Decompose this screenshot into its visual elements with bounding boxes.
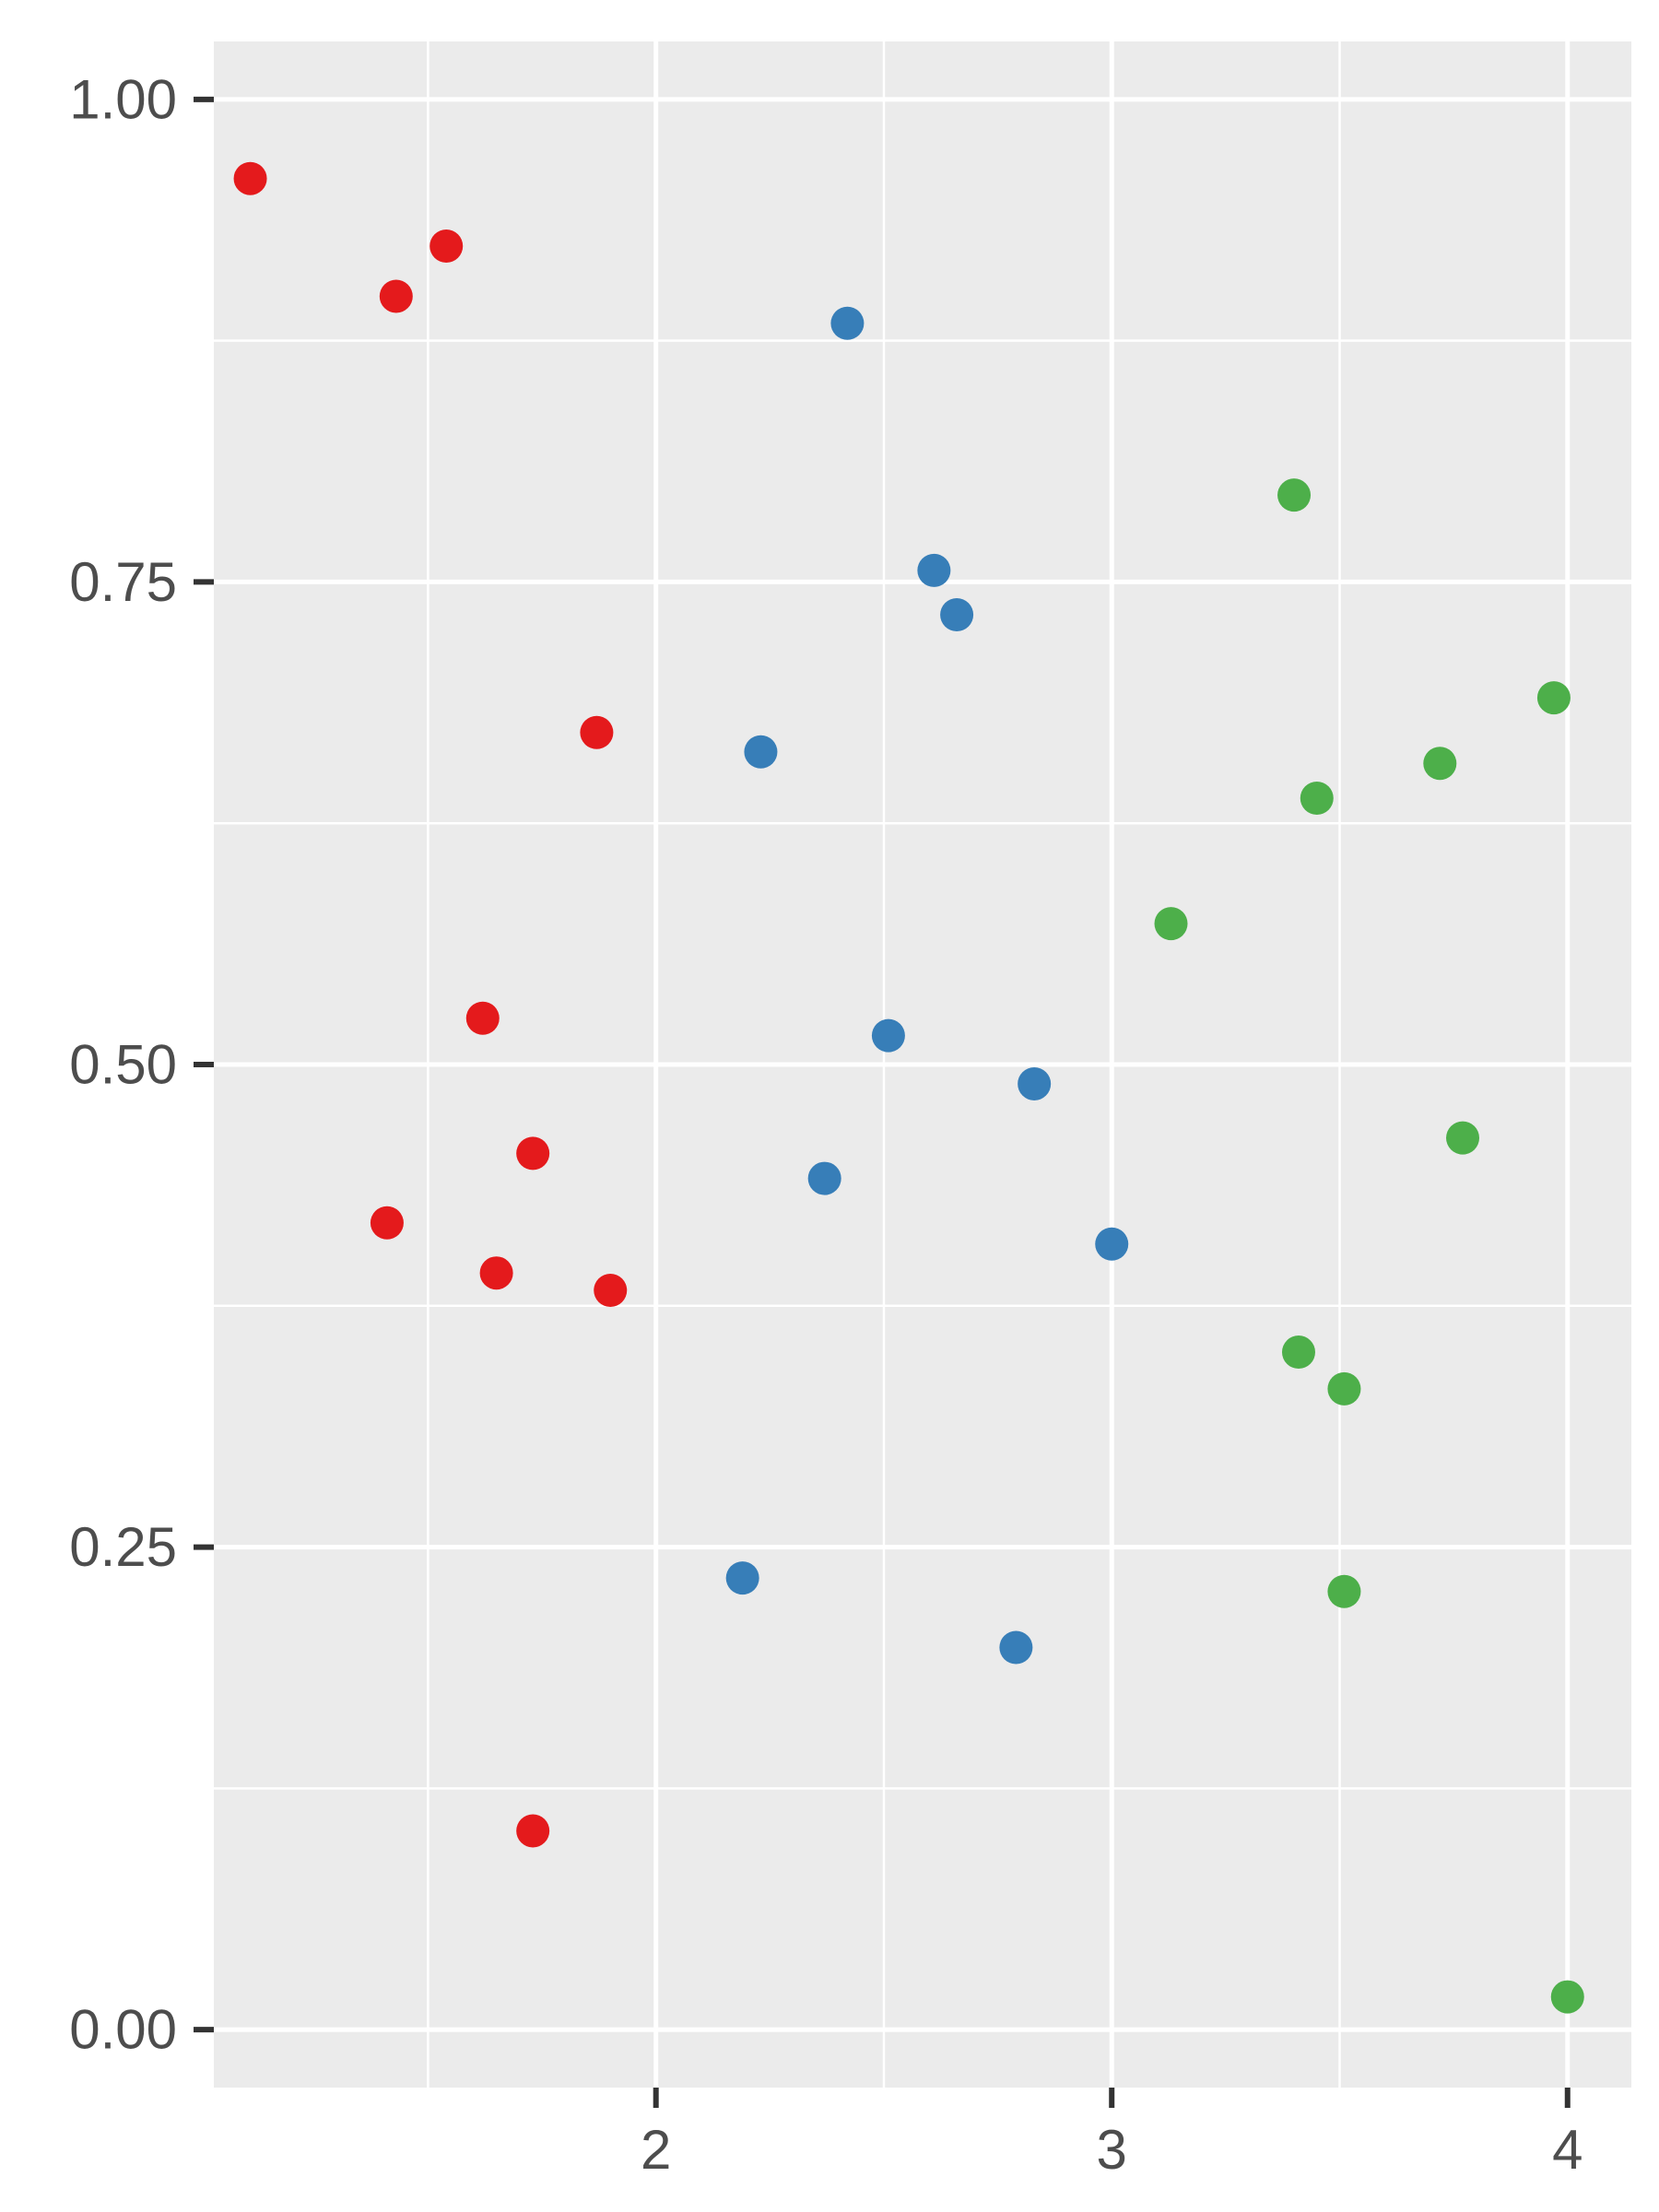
data-point-series1 [379,279,413,313]
x-tick-label: 3 [1097,2119,1127,2181]
data-point-series2 [1095,1227,1129,1261]
data-point-series2 [725,1561,759,1595]
data-point-series2 [999,1630,1033,1665]
data-point-series1 [370,1206,404,1240]
major-gridlines [214,41,1631,2088]
x-tick-label: 4 [1552,2119,1583,2181]
data-point-series3 [1536,681,1571,715]
y-tick-label: 0.00 [69,1999,177,2061]
data-point-series3 [1550,1980,1584,2014]
data-point-series2 [871,1018,905,1053]
x-tick-label: 2 [641,2119,671,2181]
data-point-series3 [1423,747,1457,781]
data-point-series1 [429,229,464,263]
y-axis: 0.00 0.25 0.50 0.75 1.00 [69,68,214,2061]
data-point-series1 [465,1001,500,1035]
data-point-series3 [1327,1574,1361,1608]
data-point-series3 [1154,907,1188,941]
data-point-series3 [1277,478,1312,512]
data-point-series3 [1327,1371,1361,1406]
data-point-series2 [744,735,778,769]
y-tick-label: 1.00 [69,68,177,130]
data-point-series2 [917,553,951,587]
data-point-series2 [830,306,865,340]
data-point-series1 [516,1136,550,1171]
data-point-series1 [479,1256,513,1290]
data-point-series1 [594,1274,628,1308]
data-point-series2 [1018,1066,1052,1100]
y-tick-label: 0.50 [69,1034,177,1096]
data-points [233,161,1584,2014]
data-point-series1 [516,1814,550,1848]
x-axis: 2 3 4 [641,2088,1583,2181]
y-tick-label: 0.75 [69,551,177,613]
data-point-series3 [1281,1335,1315,1370]
data-point-series3 [1300,781,1334,815]
y-tick-label: 0.25 [69,1516,177,1578]
data-point-series1 [580,715,614,749]
data-point-series3 [1446,1121,1480,1155]
data-point-series2 [940,598,974,632]
data-point-series1 [233,161,267,195]
data-point-series2 [807,1161,841,1195]
